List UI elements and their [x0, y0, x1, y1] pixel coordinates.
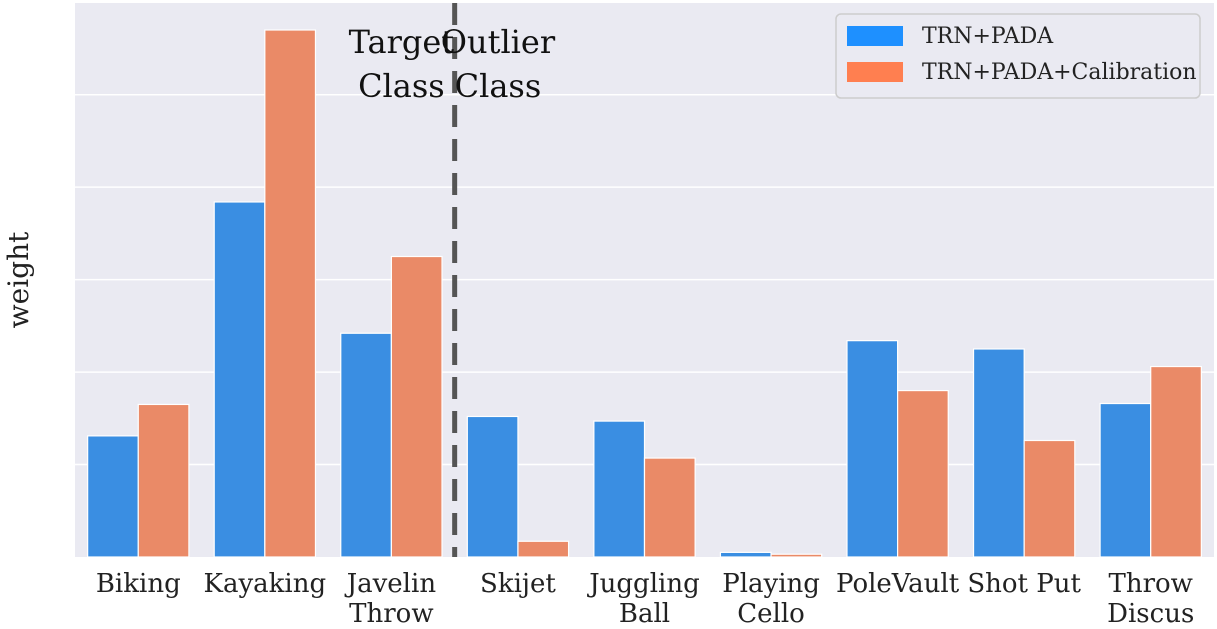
bar-trn-pada-3 — [466, 415, 519, 558]
annotation-left: Class — [358, 67, 445, 105]
x-tick-label: Throw — [1109, 569, 1193, 599]
legend-label: TRN+PADA — [922, 24, 1054, 49]
x-tick-label: Shot Put — [967, 569, 1081, 599]
x-tick-label: Cello — [737, 599, 805, 629]
bar-trn-pada-calibration-6 — [897, 389, 949, 558]
x-tick-label: Juggling — [586, 569, 699, 599]
bar-trn-pada-4 — [593, 420, 646, 558]
bar-trn-pada-5 — [719, 551, 772, 558]
x-tick-label: Biking — [96, 569, 181, 599]
x-tick-label: Throw — [349, 599, 433, 629]
y-axis-label: weight — [2, 231, 35, 328]
bar-trn-pada-calibration-4 — [643, 457, 696, 558]
bar-trn-pada-calibration-5 — [770, 553, 823, 558]
annotation-left: Target — [349, 23, 455, 61]
x-tick-label: Discus — [1107, 599, 1194, 629]
bar-trn-pada-0 — [87, 435, 139, 558]
bar-trn-pada-8 — [1099, 402, 1152, 558]
legend-swatch — [847, 26, 903, 46]
bars — [87, 29, 1202, 558]
legend-swatch — [847, 62, 903, 82]
bar-trn-pada-1 — [213, 201, 266, 558]
bar-trn-pada-calibration-8 — [1150, 365, 1202, 558]
x-tick-label: Playing — [722, 569, 820, 599]
bar-trn-pada-calibration-3 — [517, 540, 570, 558]
x-tick-label: Javelin — [344, 569, 437, 599]
legend-label: TRN+PADA+Calibration — [922, 60, 1197, 85]
bar-trn-pada-2 — [340, 332, 392, 558]
bar-trn-pada-calibration-7 — [1023, 439, 1076, 558]
annotation-right: Class — [455, 67, 542, 105]
bar-trn-pada-calibration-1 — [264, 29, 317, 558]
bar-trn-pada-7 — [972, 348, 1025, 558]
legend-box — [835, 13, 1201, 99]
legend: TRN+PADA TRN+PADA+Calibration — [835, 13, 1201, 99]
x-tick-label: PoleVault — [836, 569, 960, 599]
annotation-right: Outlier — [441, 23, 556, 61]
x-tick-label: Ball — [619, 599, 670, 629]
x-tick-label: Skijet — [480, 569, 556, 599]
bar-trn-pada-calibration-0 — [137, 403, 190, 558]
bar-trn-pada-calibration-2 — [390, 255, 443, 558]
bar-trn-pada-6 — [846, 340, 899, 558]
x-tick-label: Kayaking — [204, 569, 327, 599]
